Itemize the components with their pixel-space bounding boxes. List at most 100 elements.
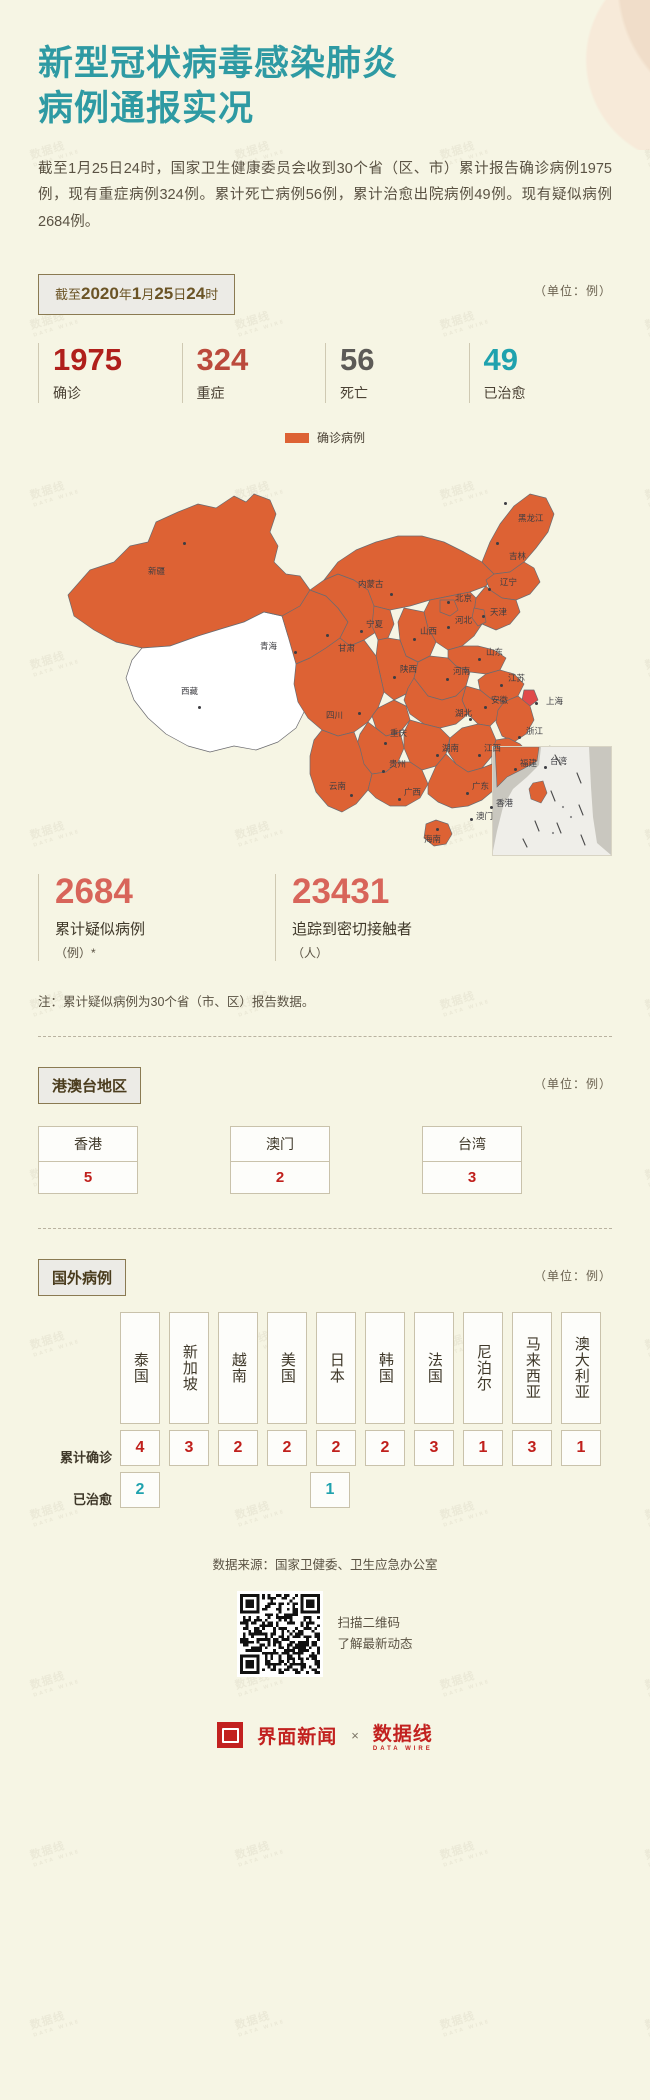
- foreign-country-header-法国: 法国: [414, 1311, 454, 1424]
- date-day: 25: [154, 284, 174, 304]
- stat-severe-value: 324: [196, 342, 249, 378]
- map-dot-香港: [490, 806, 493, 810]
- date-month-unit: 月: [141, 287, 155, 303]
- province-hubei: [403, 677, 469, 729]
- stat-deaths: 56 死亡: [325, 342, 469, 404]
- gat-header-taiwan: 台湾: [422, 1125, 522, 1162]
- map-label-新疆: 新疆: [148, 566, 166, 577]
- foreign-country-header-新加坡: 新加坡: [169, 1311, 209, 1424]
- data-source: 数据来源：国家卫健委、卫生应急办公室: [212, 1557, 438, 1572]
- foreign-country-header-越南: 越南: [218, 1311, 258, 1424]
- foreign-cured-马来西亚: [500, 1472, 538, 1506]
- map-dot-河南: [446, 678, 449, 682]
- stat-confirmed-value: 1975: [53, 342, 122, 378]
- foreign-country-label: 美国: [278, 1351, 296, 1384]
- qr-caption-line-1: 扫描二维码: [337, 1615, 400, 1630]
- map-dot-山东: [478, 658, 481, 662]
- title-line-2: 病例通报实况: [38, 88, 255, 128]
- foreign-confirmed-韩国: 2: [365, 1429, 405, 1466]
- qr-code[interactable]: [237, 1590, 324, 1677]
- national-stats: 1975 确诊 324 重症 56 死亡 49 已治愈: [38, 342, 612, 404]
- province-guangxi: [367, 761, 429, 807]
- section-divider-2: [38, 1227, 612, 1229]
- map-label-湖北: 湖北: [455, 708, 473, 719]
- foreign-country-label: 韩国: [376, 1351, 394, 1384]
- map-dot-吉林: [496, 542, 499, 546]
- map-dot-上海: [535, 702, 538, 706]
- foreign-cured-美国: [263, 1472, 301, 1506]
- unit-label-national: （单位：例）: [533, 284, 612, 299]
- foreign-country-label: 马来西亚: [523, 1335, 541, 1400]
- map-dot-安徽: [484, 706, 487, 710]
- map-label-福建: 福建: [520, 758, 538, 769]
- province-sichuan: [293, 637, 385, 737]
- stat-confirmed-label: 确诊: [53, 385, 81, 402]
- lede-paragraph: 截至1月25日24时，国家卫生健康委员会收到30个省（区、市）累计报告确诊病例1…: [38, 160, 612, 231]
- map-dot-黑龙江: [504, 502, 507, 506]
- map-label-青海: 青海: [260, 641, 278, 652]
- map-label-重庆: 重庆: [390, 728, 408, 739]
- title-line-1: 新型冠状病毒感染肺炎: [38, 44, 399, 83]
- map-dot-江苏: [500, 684, 503, 688]
- date-prefix: 截至: [55, 287, 82, 303]
- foreign-country-header-澳大利亚: 澳大利亚: [561, 1311, 601, 1424]
- unit-label-gat: （单位：例）: [533, 1076, 612, 1091]
- qr-code-svg: [240, 1593, 321, 1674]
- gat-cell-hongkong: 香港 5: [38, 1125, 138, 1194]
- map-dot-云南: [350, 794, 353, 798]
- stat-close-contacts-value: 23431: [292, 872, 390, 912]
- foreign-country-label: 泰国: [131, 1351, 149, 1384]
- gat-value-hongkong: 5: [38, 1161, 138, 1194]
- foreign-header-row-spacer: [38, 1409, 120, 1424]
- gat-header-macau: 澳门: [230, 1125, 330, 1162]
- foreign-confirmed-row-label: 累计确诊: [59, 1449, 112, 1465]
- foreign-country-label: 越南: [229, 1351, 247, 1384]
- map-dot-青海: [294, 651, 297, 655]
- foreign-confirmed-新加坡: 3: [169, 1429, 209, 1466]
- gat-table: 香港 5 澳门 2 台湾 3: [38, 1125, 612, 1194]
- foreign-country-header-尼泊尔: 尼泊尔: [463, 1311, 503, 1424]
- map-dot-海南: [436, 828, 439, 832]
- foreign-cured-泰国: 2: [120, 1471, 160, 1508]
- map-label-浙江: 浙江: [526, 726, 544, 737]
- gat-cell-macau: 澳门 2: [230, 1125, 330, 1194]
- map-dot-台湾: [544, 766, 547, 770]
- foreign-cured-越南: [216, 1472, 254, 1506]
- province-heilongjiang: [481, 493, 555, 575]
- foreign-confirmed-美国: 2: [267, 1429, 307, 1466]
- foreign-confirmed-尼泊尔: 1: [463, 1429, 503, 1466]
- china-map-svg: [67, 493, 557, 847]
- inset-map-svg: [493, 747, 611, 856]
- section-tag-gat: 港澳台地区: [38, 1066, 142, 1104]
- stat-close-contacts: 23431 追踪到密切接触者 （人）: [275, 872, 412, 961]
- map-dot-陕西: [393, 676, 396, 680]
- map-label-河南: 河南: [453, 666, 471, 677]
- municipality-beijing: [439, 599, 459, 617]
- stat-deaths-value: 56: [340, 342, 375, 378]
- foreign-country-header-泰国: 泰国: [120, 1311, 160, 1424]
- stat-suspected-unit: （例）*: [55, 945, 96, 960]
- map-label-四川: 四川: [326, 710, 344, 721]
- map-label-贵州: 贵州: [389, 759, 407, 770]
- map-dot-湖北: [469, 718, 472, 722]
- qr-caption: 扫描二维码 了解最新动态: [337, 1613, 412, 1656]
- map-dot-北京: [447, 601, 450, 605]
- map-label-黑龙江: 黑龙江: [518, 513, 544, 524]
- map-label-湖南: 湖南: [442, 743, 460, 754]
- foreign-header-row: 泰国 新加坡 越南 美国 日本 韩国 法国 尼泊尔 马来西亚 澳大利亚: [38, 1311, 612, 1424]
- gat-value-macau: 2: [230, 1161, 330, 1194]
- province-jilin: [485, 561, 541, 601]
- qr-section: 扫描二维码 了解最新动态: [38, 1590, 612, 1677]
- foreign-confirmed-法国: 3: [414, 1429, 454, 1466]
- gat-header-hongkong: 香港: [38, 1125, 138, 1162]
- map-label-云南: 云南: [329, 781, 347, 792]
- legend-label-confirmed: 确诊病例: [316, 431, 365, 446]
- stat-severe: 324 重症: [181, 342, 326, 404]
- province-yunnan: [309, 729, 373, 813]
- stat-close-contacts-unit: （人）: [292, 945, 329, 960]
- map-label-宁夏: 宁夏: [366, 619, 384, 630]
- map-label-山东: 山东: [486, 647, 504, 658]
- stat-deaths-label: 死亡: [340, 385, 368, 402]
